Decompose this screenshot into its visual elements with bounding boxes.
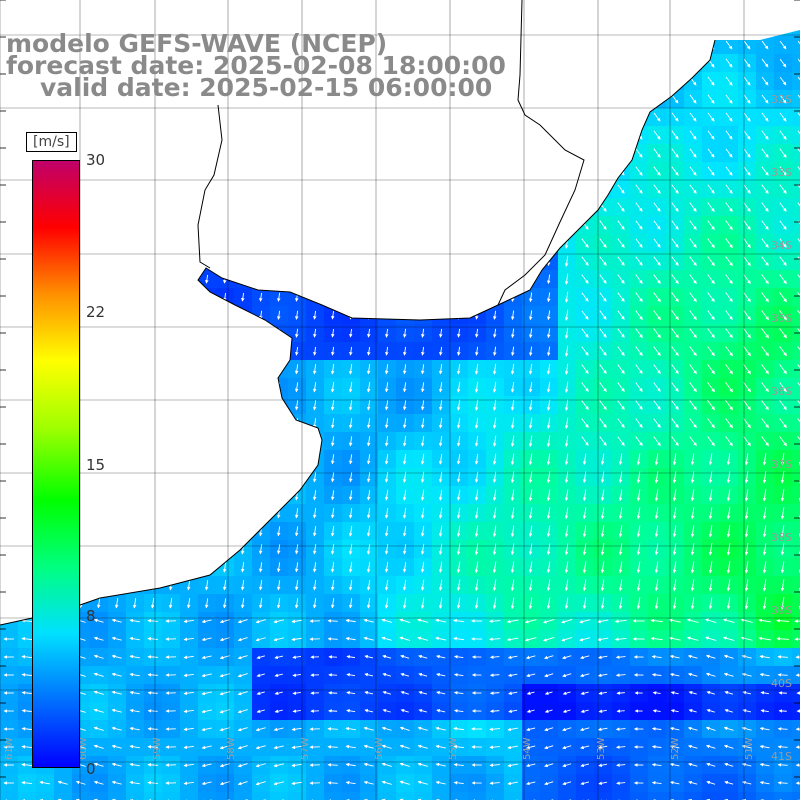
- latitude-label: 41S: [771, 750, 792, 763]
- colorbar-tick-15: 15: [86, 456, 106, 474]
- coastline: [0, 0, 716, 626]
- latitude-label: 32S: [771, 93, 792, 106]
- longitude-label: 51W: [744, 737, 755, 760]
- colorbar-unit: [m/s]: [26, 132, 77, 152]
- latitude-label: 33S: [771, 166, 792, 179]
- colorbar-tick-0: 0: [86, 760, 96, 778]
- latitude-label: 37S: [771, 458, 792, 471]
- longitude-labels: 61W 60W 59W 58W 57W 56W 55W 54W 53W 52W 51W: [4, 737, 755, 760]
- longitude-label: 53W: [596, 737, 607, 760]
- longitude-label: 54W: [522, 737, 533, 760]
- colorbar-tick-8: 8: [86, 607, 96, 625]
- model-title: modelo GEFS-WAVE (NCEP): [6, 29, 388, 58]
- latitude-label: 34S: [771, 239, 792, 252]
- longitude-label: 59W: [152, 737, 163, 760]
- colorbar-tick-22: 22: [86, 303, 106, 321]
- longitude-label: 58W: [226, 737, 237, 760]
- longitude-label: 60W: [78, 737, 89, 760]
- valid-date: valid date: 2025-02-15 06:00:00: [40, 73, 493, 102]
- latitude-label: 40S: [771, 677, 792, 690]
- colorbar: [32, 160, 80, 768]
- latitude-labels: 32S 33S 34S 35S 36S 37S 38S 39S 40S 41S: [771, 93, 792, 763]
- latitude-label: 39S: [771, 604, 792, 617]
- forecast-date: forecast date: 2025-02-08 18:00:00: [6, 51, 506, 80]
- longitude-label: 52W: [670, 737, 681, 760]
- latitude-label: 35S: [771, 312, 792, 325]
- longitude-label: 55W: [448, 737, 459, 760]
- colorbar-tick-30: 30: [86, 151, 106, 169]
- longitude-label: 57W: [300, 737, 311, 760]
- longitude-label: 61W: [4, 737, 15, 760]
- latitude-label: 38S: [771, 531, 792, 544]
- latitude-label: 36S: [771, 385, 792, 398]
- longitude-label: 56W: [374, 737, 385, 760]
